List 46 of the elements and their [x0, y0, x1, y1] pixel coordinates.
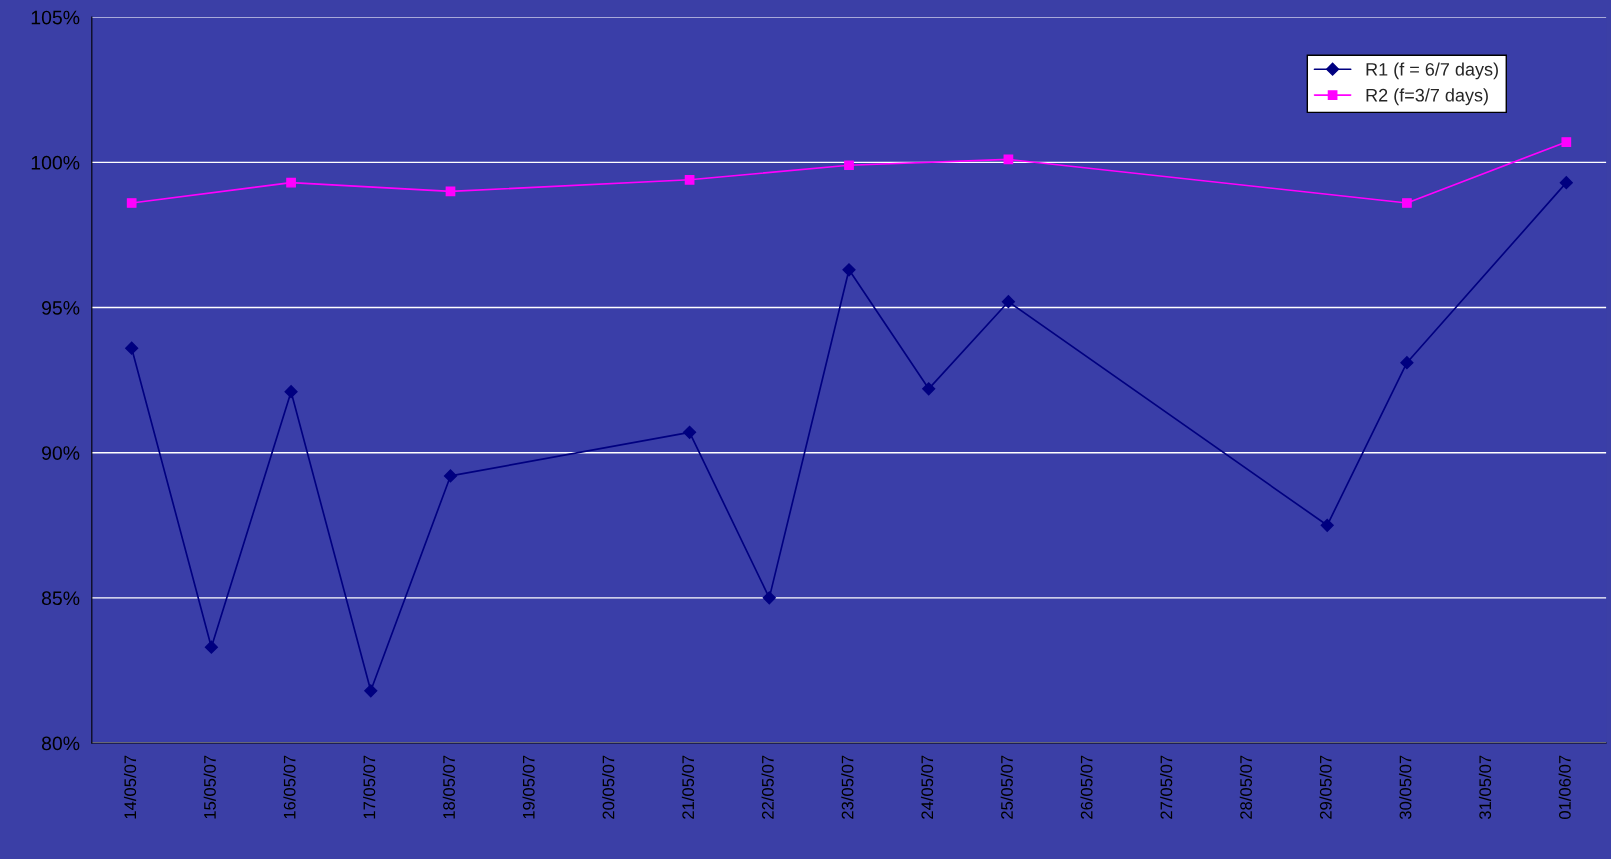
- x-tick-label: 15/05/07: [203, 755, 216, 819]
- point: [1561, 137, 1572, 147]
- x-tick-label: 28/05/07: [1239, 755, 1252, 819]
- x-tick-label: 25/05/07: [1000, 755, 1013, 819]
- point: [684, 174, 695, 185]
- y-tick-label: 90%: [42, 446, 80, 460]
- x-tick-label: 26/05/07: [1080, 755, 1093, 819]
- x-tick-label: 30/05/07: [1399, 755, 1412, 820]
- y-tick-label: 95%: [42, 300, 80, 315]
- x-tick-label: 21/05/07: [681, 755, 695, 819]
- y-tick-label: 100%: [31, 155, 80, 170]
- point: [1400, 356, 1414, 370]
- point: [204, 640, 218, 654]
- point: [284, 385, 298, 399]
- y-tick-label: 85%: [41, 591, 80, 606]
- point: [922, 382, 936, 396]
- point: [443, 469, 458, 483]
- legend-label: R1 (f = 6/7 days): [1366, 62, 1498, 80]
- point: [1402, 198, 1412, 208]
- x-tick-label: 23/05/07: [841, 755, 854, 819]
- x-tick-label: 24/05/07: [920, 755, 934, 819]
- point: [1320, 518, 1334, 532]
- x-tick-label: 18/05/07: [442, 755, 455, 819]
- x-tick-label: 17/05/07: [363, 755, 376, 819]
- point: [1001, 295, 1015, 309]
- point: [762, 591, 776, 605]
- point: [286, 177, 296, 188]
- y-tick-label: 105%: [31, 10, 80, 25]
- x-tick-label: 19/05/07: [522, 755, 535, 819]
- point: [683, 425, 697, 439]
- x-tick-label: 31/05/07: [1478, 755, 1492, 820]
- point: [1559, 176, 1573, 190]
- point: [126, 198, 137, 208]
- x-tick-label: 27/05/07: [1160, 755, 1173, 819]
- legend-label: R2 (f=3/7 days): [1366, 88, 1488, 106]
- x-tick-label: 16/05/07: [283, 755, 296, 819]
- x-tick-label: 22/05/07: [761, 755, 774, 819]
- point: [125, 341, 139, 355]
- x-tick-label: 14/05/07: [123, 755, 137, 819]
- x-tick-label: 29/05/07: [1319, 755, 1332, 819]
- x-tick-label: 01/06/07: [1558, 755, 1571, 820]
- x-tick-label: 20/05/07: [602, 755, 615, 819]
- y-tick-label: 80%: [41, 736, 80, 751]
- point: [842, 263, 856, 277]
- point: [844, 160, 854, 171]
- point: [364, 684, 378, 698]
